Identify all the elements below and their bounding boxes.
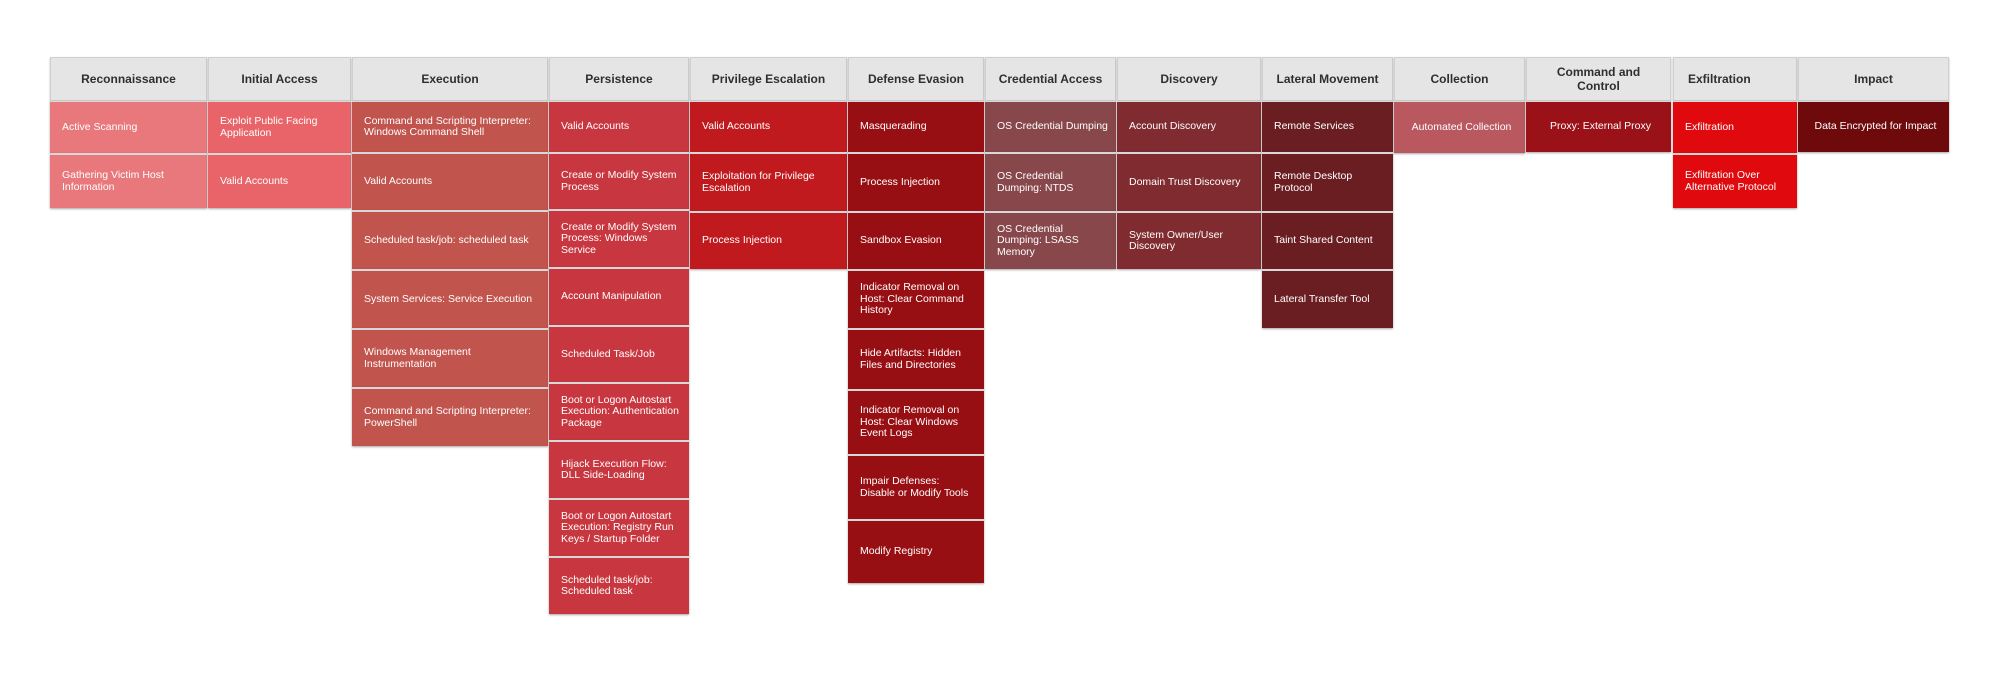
tactic-header-credential-access: Credential Access — [985, 57, 1116, 101]
technique-cell[interactable]: Exfiltration Over Alternative Protocol — [1673, 153, 1797, 208]
technique-cell[interactable]: Gathering Victim Host Information — [50, 153, 207, 208]
technique-cell[interactable]: Process Injection — [690, 211, 847, 269]
tactic-column-exfiltration: Exfiltration Exfiltration Exfiltration Ove… — [1673, 57, 1797, 208]
technique-cell[interactable]: Taint Shared Content — [1262, 211, 1393, 269]
technique-cell[interactable]: Account Manipulation — [549, 267, 689, 325]
technique-cell[interactable]: Create or Modify System Process: Windows… — [549, 209, 689, 267]
tactic-header-exfiltration: Exfiltration — [1673, 57, 1797, 101]
tactic-column-impact: Impact Data Encrypted for Impact — [1798, 57, 1949, 152]
technique-cell[interactable]: Domain Trust Discovery — [1117, 152, 1261, 211]
technique-cell[interactable]: Remote Services — [1262, 101, 1393, 152]
technique-cell[interactable]: Indicator Removal on Host: Clear Command… — [848, 269, 984, 328]
tactic-header-impact: Impact — [1798, 57, 1949, 101]
tactic-column-execution: Execution Command and Scripting Interpret… — [352, 57, 548, 446]
tactic-header-reconnaissance: Reconnaissance — [50, 57, 207, 101]
technique-cell[interactable]: Scheduled task/job: Scheduled task — [549, 556, 689, 614]
tactic-header-persistence: Persistence — [549, 57, 689, 101]
technique-cell[interactable]: System Owner/User Discovery — [1117, 211, 1261, 269]
tactic-header-defense-evasion: Defense Evasion — [848, 57, 984, 101]
technique-cell[interactable]: Proxy: External Proxy — [1526, 101, 1671, 152]
tactic-column-initial-access: Initial Access Exploit Public Facing Appl… — [208, 57, 351, 208]
technique-cell[interactable]: Valid Accounts — [352, 152, 548, 210]
technique-cell[interactable]: Data Encrypted for Impact — [1798, 101, 1949, 152]
tactic-column-privilege-escalation: Privilege Escalation Valid Accounts Exploi… — [690, 57, 847, 269]
technique-cell[interactable]: Impair Defenses: Disable or Modify Tools — [848, 454, 984, 519]
technique-cell[interactable]: Account Discovery — [1117, 101, 1261, 152]
technique-cell[interactable]: Command and Scripting Interpreter: Windo… — [352, 101, 548, 152]
tactic-header-execution: Execution — [352, 57, 548, 101]
technique-cell[interactable]: Masquerading — [848, 101, 984, 152]
technique-cell[interactable]: OS Credential Dumping: NTDS — [985, 152, 1116, 211]
technique-cell[interactable]: Boot or Logon Autostart Execution: Regis… — [549, 498, 689, 556]
technique-cell[interactable]: Hijack Execution Flow: DLL Side-Loading — [549, 440, 689, 498]
technique-cell[interactable]: Valid Accounts — [208, 153, 351, 208]
technique-cell[interactable]: Active Scanning — [50, 101, 207, 153]
technique-cell[interactable]: OS Credential Dumping — [985, 101, 1116, 152]
tactic-column-lateral-movement: Lateral Movement Remote Services Remote De… — [1262, 57, 1393, 328]
tactic-column-reconnaissance: Reconnaissance Active Scanning Gathering V… — [50, 57, 207, 208]
technique-cell[interactable]: Scheduled Task/Job — [549, 325, 689, 382]
technique-cell[interactable]: Scheduled task/job: scheduled task — [352, 210, 548, 269]
technique-cell[interactable]: Command and Scripting Interpreter: Power… — [352, 387, 548, 446]
technique-cell[interactable]: Exploit Public Facing Application — [208, 101, 351, 153]
technique-cell[interactable]: Valid Accounts — [690, 101, 847, 152]
technique-cell[interactable]: Windows Management Instrumentation — [352, 328, 548, 387]
technique-cell[interactable]: Sandbox Evasion — [848, 211, 984, 269]
tactic-column-discovery: Discovery Account Discovery Domain Trust D… — [1117, 57, 1261, 269]
tactic-header-command-and-control: Command and Control — [1526, 57, 1671, 101]
tactic-header-privilege-escalation: Privilege Escalation — [690, 57, 847, 101]
technique-cell[interactable]: Create or Modify System Process — [549, 152, 689, 209]
tactic-header-initial-access: Initial Access — [208, 57, 351, 101]
technique-cell[interactable]: OS Credential Dumping: LSASS Memory — [985, 211, 1116, 269]
tactic-column-command-and-control: Command and Control Proxy: External Proxy — [1526, 57, 1671, 152]
tactic-header-collection: Collection — [1394, 57, 1525, 101]
technique-cell[interactable]: Hide Artifacts: Hidden Files and Directo… — [848, 328, 984, 389]
technique-cell[interactable]: Exfiltration — [1673, 101, 1797, 153]
technique-cell[interactable]: Valid Accounts — [549, 101, 689, 152]
tactic-column-collection: Collection Automated Collection — [1394, 57, 1525, 153]
tactic-column-defense-evasion: Defense Evasion Masquerading Process Injec… — [848, 57, 984, 583]
technique-cell[interactable]: System Services: Service Execution — [352, 269, 548, 328]
tactic-column-persistence: Persistence Valid Accounts Create or Modif… — [549, 57, 689, 614]
tactic-header-discovery: Discovery — [1117, 57, 1261, 101]
technique-cell[interactable]: Lateral Transfer Tool — [1262, 269, 1393, 328]
technique-cell[interactable]: Automated Collection — [1394, 101, 1525, 153]
technique-cell[interactable]: Boot or Logon Autostart Execution: Authe… — [549, 382, 689, 440]
technique-cell[interactable]: Modify Registry — [848, 519, 984, 583]
technique-cell[interactable]: Exploitation for Privilege Escalation — [690, 152, 847, 211]
technique-cell[interactable]: Remote Desktop Protocol — [1262, 152, 1393, 211]
tactic-header-lateral-movement: Lateral Movement — [1262, 57, 1393, 101]
technique-cell[interactable]: Process Injection — [848, 152, 984, 211]
tactic-column-credential-access: Credential Access OS Credential Dumping OS… — [985, 57, 1116, 269]
technique-cell[interactable]: Indicator Removal on Host: Clear Windows… — [848, 389, 984, 454]
